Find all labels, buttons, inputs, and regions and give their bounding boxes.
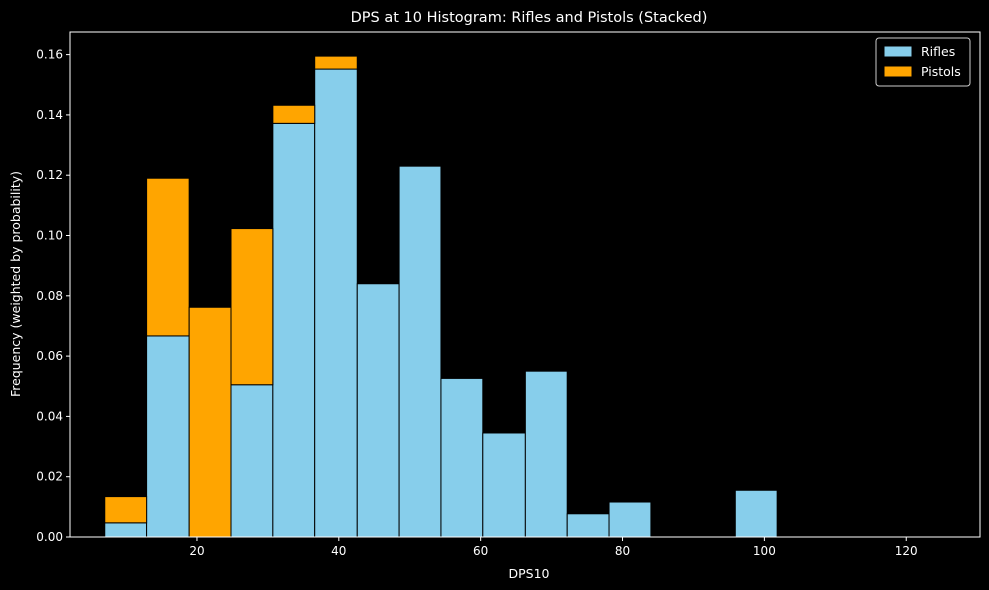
y-tick-label: 0.00: [36, 530, 63, 544]
legend-swatch-pistols: [883, 65, 913, 78]
bar-rifles-11: [566, 513, 610, 538]
bar-pistols-5: [314, 55, 358, 70]
bar-rifles-3: [230, 384, 274, 538]
y-tick-label: 0.14: [36, 108, 63, 122]
legend-label-rifles: Rifles: [921, 44, 955, 59]
bar-rifles-5: [314, 68, 358, 538]
x-tick-label: 100: [753, 544, 776, 558]
axes-frame: [69, 31, 981, 538]
bar-rifles-8: [440, 377, 484, 538]
y-tick-label: 0.10: [36, 229, 63, 243]
bar-pistols-1: [146, 177, 190, 337]
legend-swatch-rifles: [883, 45, 913, 58]
x-tick-label: 40: [331, 544, 346, 558]
chart-title: DPS at 10 Histogram: Rifles and Pistols …: [351, 10, 708, 26]
x-tick-label: 120: [895, 544, 918, 558]
legend-label-pistols: Pistols: [921, 64, 961, 79]
bar-rifles-12: [608, 501, 652, 538]
bar-rifles-7: [398, 165, 442, 538]
x-tick-label: 20: [189, 544, 204, 558]
y-tick-label: 0.08: [36, 289, 63, 303]
bar-rifles-4: [272, 122, 316, 538]
bar-pistols-3: [230, 228, 274, 386]
y-axis-label: Frequency (weighted by probability): [8, 171, 23, 397]
bar-pistols-2: [188, 306, 232, 538]
y-tick-label: 0.06: [36, 349, 63, 363]
bar-rifles-0: [104, 522, 148, 538]
bar-rifles-6: [356, 283, 400, 538]
plot-area: 20 40 60 80 100 120 0.00 0.02 0.04 0.06 0.08 0.10 0.…: [36, 31, 981, 558]
x-tick-label: 80: [615, 544, 630, 558]
x-tick-label: 60: [473, 544, 488, 558]
bar-rifles-1: [146, 335, 190, 538]
bar-pistols-4: [272, 104, 316, 124]
bar-rifles-9: [482, 432, 526, 538]
y-tick-label: 0.04: [36, 409, 63, 423]
y-tick-label: 0.12: [36, 168, 63, 182]
bar-pistols-0: [104, 496, 148, 524]
bar-rifles-15: [734, 489, 778, 538]
bar-rifles-10: [524, 370, 568, 538]
x-axis-label: DPS10: [508, 566, 549, 581]
y-tick-label: 0.16: [36, 48, 63, 62]
y-tick-label: 0.02: [36, 470, 63, 484]
legend: Rifles Pistols: [875, 37, 971, 87]
